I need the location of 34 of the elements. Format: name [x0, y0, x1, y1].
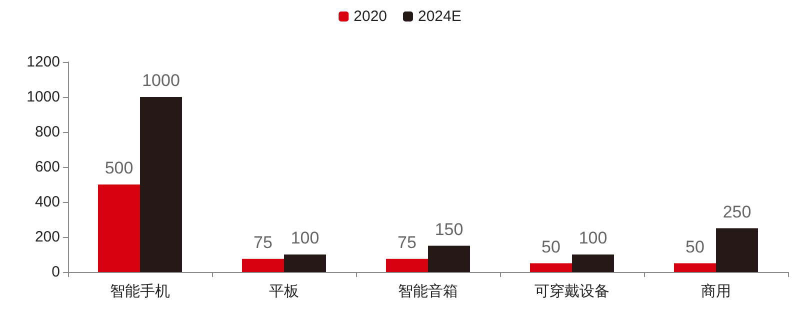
x-tick-label: 智能音箱 [398, 283, 458, 300]
data-label: 500 [104, 158, 134, 178]
data-label: 100 [290, 228, 320, 248]
y-tick-label: 0 [52, 264, 60, 280]
bar [386, 258, 428, 272]
y-tick-label: 600 [34, 158, 60, 176]
x-tick-label: 智能手机 [110, 283, 170, 300]
bar [530, 263, 572, 272]
data-label: 75 [254, 232, 272, 252]
bar [242, 258, 284, 272]
data-label: 150 [434, 220, 464, 239]
y-tick-label: 400 [34, 194, 60, 210]
x-tick-label: 可穿戴设备 [534, 283, 610, 300]
data-label: 1000 [142, 71, 180, 90]
data-label: 75 [398, 232, 416, 252]
bar [140, 97, 182, 272]
data-label: 250 [722, 202, 752, 222]
data-label: 100 [578, 228, 608, 248]
x-tick-label: 平板 [269, 283, 299, 300]
legend-label: 2024E [418, 8, 462, 25]
y-tick-label: 1200 [26, 54, 60, 70]
y-tick-label: 1000 [26, 88, 60, 106]
bar [674, 263, 716, 272]
bar [572, 254, 614, 272]
x-tick-label: 商用 [701, 283, 731, 300]
y-tick-label: 800 [34, 124, 60, 140]
legend-label: 2020 [354, 8, 388, 25]
bar [98, 184, 140, 272]
y-tick-label: 200 [34, 228, 60, 246]
bar [284, 254, 326, 272]
bar [428, 246, 470, 272]
data-label: 50 [686, 237, 704, 256]
bar [716, 228, 758, 272]
data-label: 50 [542, 237, 560, 256]
